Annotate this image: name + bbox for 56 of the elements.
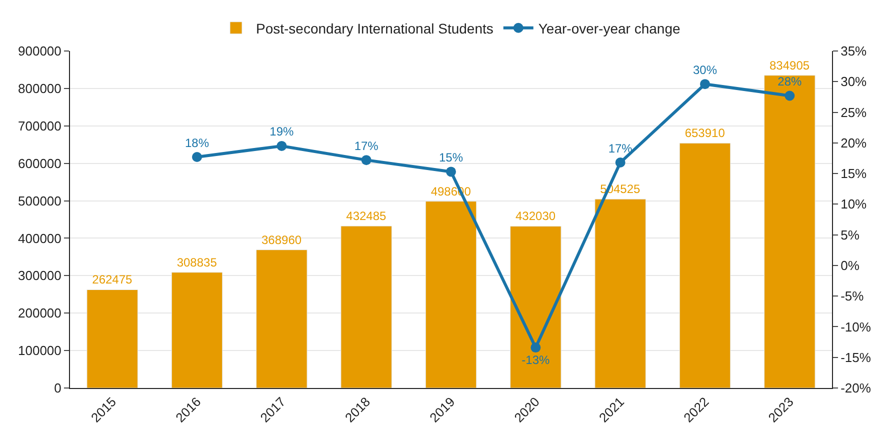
y-tick-label: 500000 xyxy=(18,193,62,208)
data-label: 308835 xyxy=(176,255,218,270)
legend-label: Post-secondary International Students xyxy=(256,20,494,36)
data-label: 18% xyxy=(184,136,210,150)
data-label: 17% xyxy=(354,138,379,153)
point xyxy=(615,158,626,168)
data-label: 17% xyxy=(608,141,633,156)
data-label: 432485 xyxy=(346,209,387,224)
bar xyxy=(764,75,816,388)
data-label: -13% xyxy=(522,352,550,367)
point xyxy=(700,79,710,90)
data-label: 15% xyxy=(438,150,464,164)
y2-tick-label: -15% xyxy=(840,350,872,365)
y-tick-label: 0 xyxy=(54,380,62,396)
y2-tick-label: 30% xyxy=(840,74,868,90)
bar xyxy=(171,272,223,388)
data-label: 432030 xyxy=(515,209,556,224)
y2-tick-label: -10% xyxy=(840,319,872,334)
data-label: 19% xyxy=(270,124,294,139)
y-tick-label: 300000 xyxy=(18,268,62,284)
y-tick-label: 400000 xyxy=(18,230,62,246)
point xyxy=(276,140,287,151)
point xyxy=(784,90,795,101)
point xyxy=(361,155,372,166)
y2-tick-label: -5% xyxy=(840,288,864,304)
bar xyxy=(425,201,477,388)
y2-tick-label: 15% xyxy=(840,166,868,182)
bar xyxy=(86,289,138,388)
point xyxy=(530,342,541,353)
y-tick-label: 600000 xyxy=(18,156,62,171)
data-label: 653910 xyxy=(684,126,726,140)
y2-tick-label: 10% xyxy=(840,196,868,212)
y-tick-label: 700000 xyxy=(18,118,62,134)
data-label: 262475 xyxy=(92,272,133,287)
y-tick-label: 200000 xyxy=(18,306,62,321)
y-tick-label: 100000 xyxy=(18,343,62,358)
data-label: 834905 xyxy=(769,58,810,72)
y2-tick-label: 35% xyxy=(840,44,868,59)
y2-tick-label: -20% xyxy=(840,380,872,396)
point xyxy=(192,152,202,162)
bar xyxy=(510,226,562,388)
data-label: 28% xyxy=(778,74,802,88)
bar xyxy=(679,142,731,388)
y-tick-label: 800000 xyxy=(18,80,62,96)
bar xyxy=(256,250,308,388)
y2-tick-label: 20% xyxy=(840,135,868,150)
y2-tick-label: 25% xyxy=(840,104,868,120)
y2-tick-label: 0% xyxy=(840,258,860,273)
bar xyxy=(340,226,392,388)
data-label: 368960 xyxy=(261,232,302,247)
data-label: 30% xyxy=(692,62,718,77)
legend-label: Year-over-year change xyxy=(538,20,680,36)
y-tick-label: 900000 xyxy=(18,44,62,59)
y2-tick-label: 5% xyxy=(840,227,860,242)
point xyxy=(446,166,456,177)
bar xyxy=(594,198,646,388)
